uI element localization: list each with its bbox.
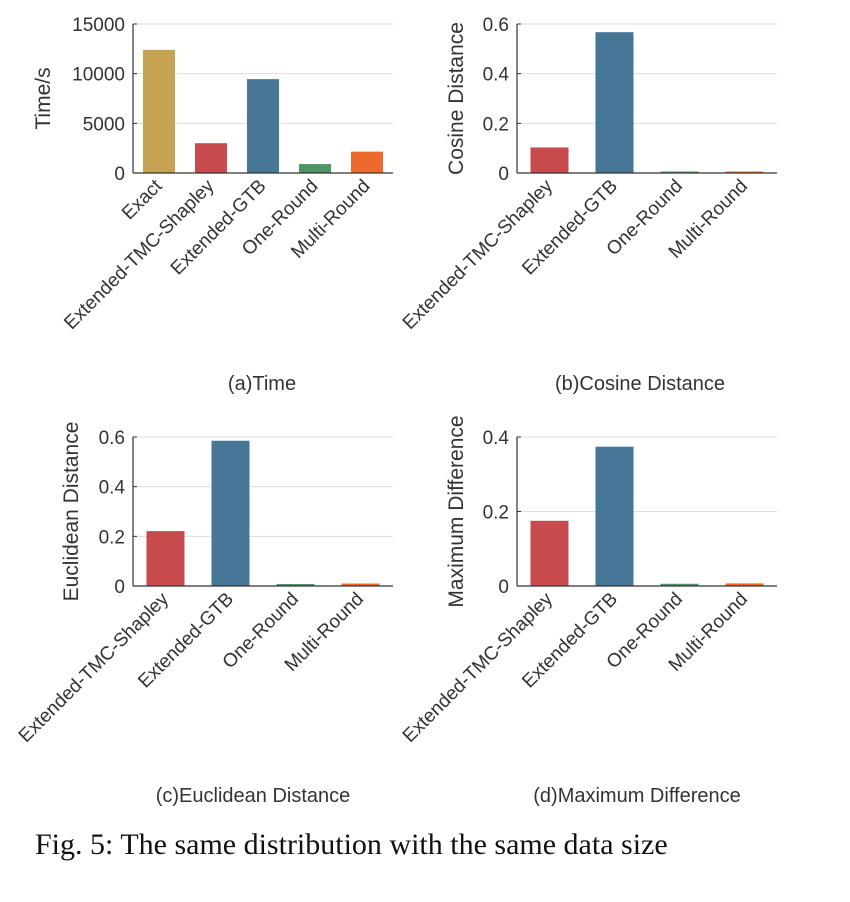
y-axis-label: Euclidean Distance: [60, 422, 83, 602]
bar-one-round: [660, 171, 699, 173]
chart-c: 00.20.40.6Extended-TMC-ShapleyExtended-G…: [15, 422, 393, 807]
bar-extended-gtb: [211, 440, 250, 586]
bar-extended-gtb: [247, 79, 279, 173]
subplot-title: (a)Time: [228, 373, 296, 395]
y-tick-label: 0.4: [483, 65, 510, 86]
chart-a: 050001000015000ExactExtended-TMC-Shapley…: [32, 15, 393, 395]
bar-extended-tmc-shapley: [530, 520, 569, 586]
bar-multi-round: [725, 583, 764, 586]
bar-extended-gtb: [595, 446, 634, 586]
subplot-title: (d)Maximum Difference: [533, 785, 740, 807]
y-tick-label: 0: [498, 164, 509, 185]
y-tick-label: 0.4: [483, 428, 510, 449]
bar-one-round: [276, 584, 315, 586]
bar-extended-gtb: [595, 32, 634, 173]
y-tick-label: 0.6: [99, 428, 125, 449]
y-tick-label: 15000: [72, 15, 125, 36]
y-axis-label: Time/s: [32, 67, 55, 129]
bar-multi-round: [351, 151, 383, 173]
chart-b: 00.20.40.6Extended-TMC-ShapleyExtended-G…: [399, 15, 777, 395]
y-tick-label: 0.6: [483, 15, 509, 36]
bar-one-round: [660, 583, 699, 586]
bar-extended-tmc-shapley: [195, 143, 227, 173]
bar-one-round: [299, 164, 331, 173]
y-tick-label: 5000: [83, 114, 125, 135]
bar-extended-tmc-shapley: [530, 147, 569, 173]
y-tick-label: 0.2: [99, 527, 125, 548]
subplot-title: (b)Cosine Distance: [555, 373, 725, 395]
y-tick-label: 10000: [72, 65, 125, 86]
chart-d: 00.20.4Extended-TMC-ShapleyExtended-GTBO…: [399, 415, 777, 807]
x-tick-label: Exact: [118, 175, 167, 224]
y-tick-label: 0: [498, 577, 509, 598]
y-tick-label: 0.4: [99, 478, 126, 499]
y-tick-label: 0: [114, 164, 125, 185]
y-tick-label: 0: [114, 577, 125, 598]
figure-caption: Fig. 5: The same distribution with the s…: [35, 828, 668, 861]
bar-exact: [143, 49, 175, 173]
bar-multi-round: [725, 171, 764, 173]
bar-extended-tmc-shapley: [146, 531, 185, 586]
y-axis-label: Maximum Difference: [445, 415, 468, 607]
subplot-title: (c)Euclidean Distance: [156, 785, 351, 807]
bar-multi-round: [341, 583, 380, 586]
y-axis-label: Cosine Distance: [445, 22, 468, 175]
y-tick-label: 0.2: [483, 503, 509, 524]
y-tick-label: 0.2: [483, 114, 509, 135]
